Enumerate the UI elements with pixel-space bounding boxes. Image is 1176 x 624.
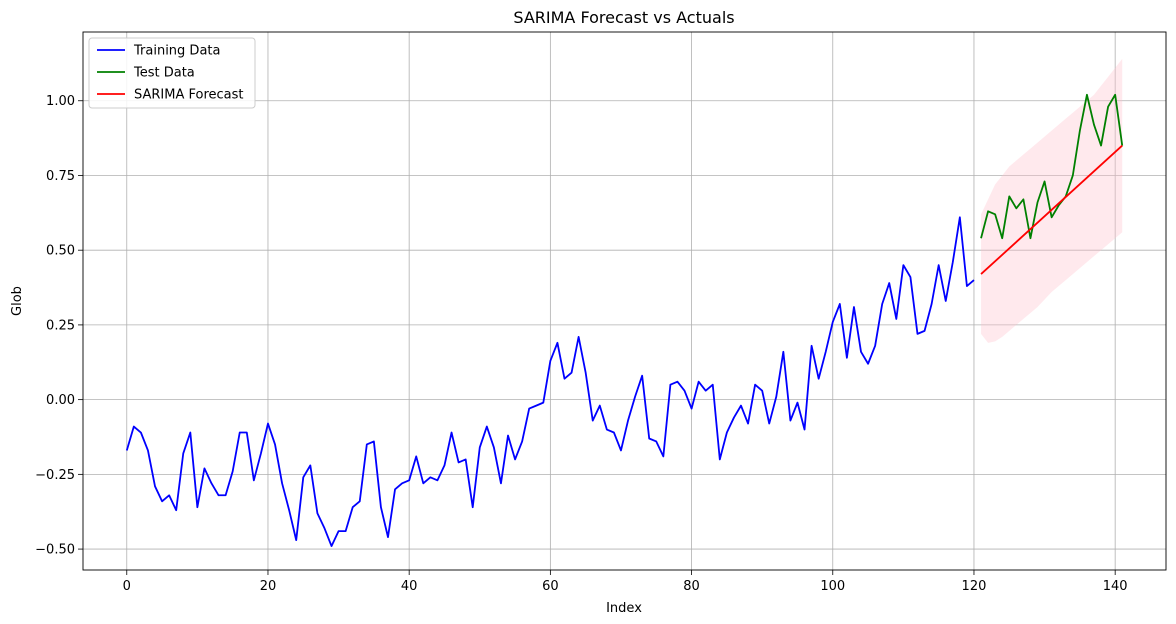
x-tick-label: 60 <box>542 579 559 594</box>
x-tick-label: 100 <box>820 579 845 594</box>
plot-frame <box>82 31 1167 571</box>
y-tick-label: −0.50 <box>35 543 75 558</box>
x-axis-ticks: 0 20 40 60 80 100 120 140 <box>123 570 1128 594</box>
y-tick-label: −0.25 <box>35 468 75 483</box>
y-tick-label: 0.25 <box>46 318 75 333</box>
series-line-sarima-forecast <box>980 144 1123 275</box>
legend-box <box>88 37 256 109</box>
y-tick-label: 0.75 <box>46 169 75 184</box>
legend-label-test-data: Test Data <box>133 66 195 81</box>
series-line-training-data <box>125 216 975 547</box>
legend-label-training-data: Training Data <box>133 44 220 59</box>
x-tick-label: 0 <box>123 579 131 594</box>
confidence-band <box>981 58 1123 343</box>
x-tick-label: 140 <box>1103 579 1128 594</box>
x-tick-label: 20 <box>260 579 277 594</box>
x-axis-label: Index <box>606 601 642 616</box>
chart-title: SARIMA Forecast vs Actuals <box>513 8 734 27</box>
y-tick-label: 1.00 <box>46 94 75 109</box>
confidence-band-area <box>981 58 1123 343</box>
legend-label-sarima-forecast: SARIMA Forecast <box>134 88 244 103</box>
x-tick-label: 80 <box>683 579 700 594</box>
series-lines <box>125 93 1124 547</box>
x-tick-label: 40 <box>401 579 418 594</box>
y-axis-label: Glob <box>10 286 25 316</box>
y-axis-ticks: −0.50 −0.25 0.00 0.25 0.50 0.75 1.00 <box>35 94 83 558</box>
grid <box>83 32 1166 570</box>
y-tick-label: 0.50 <box>46 244 75 259</box>
legend: Training Data Test Data SARIMA Forecast <box>88 37 256 109</box>
y-tick-label: 0.00 <box>46 393 75 408</box>
series-line-test-data <box>980 93 1124 240</box>
x-tick-label: 120 <box>962 579 987 594</box>
